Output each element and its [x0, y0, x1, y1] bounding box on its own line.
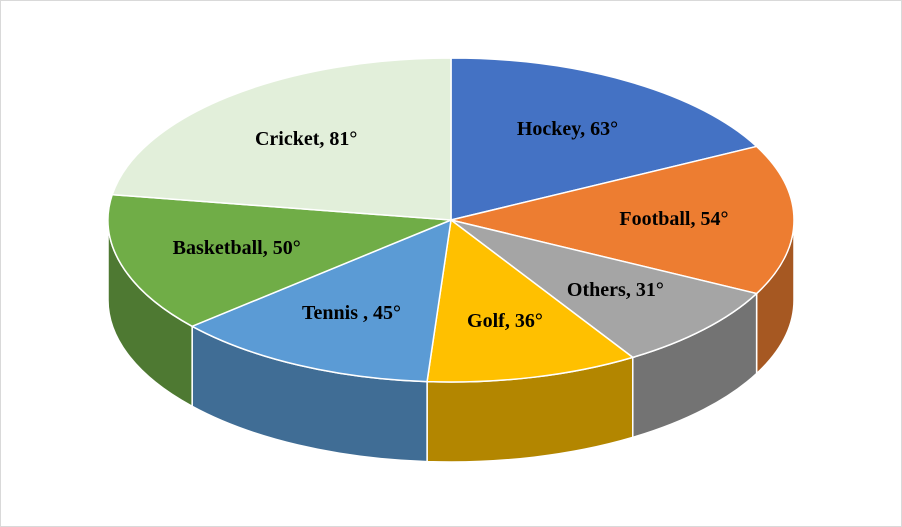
- category-name: Tennis: [302, 302, 363, 324]
- data-label: Basketball, 50°: [173, 237, 301, 259]
- data-label: Tennis , 45°: [302, 302, 401, 324]
- value-label: 54°: [701, 208, 729, 230]
- category-name: Golf: [467, 310, 505, 332]
- value-label: 45°: [373, 302, 401, 324]
- value-label: 63°: [590, 118, 618, 140]
- data-labels: Hockey, 63° Football, 54° Others, 31° Golf,…: [173, 118, 729, 332]
- pie-slice: [450, 219, 759, 359]
- category-name: Others: [567, 279, 626, 301]
- label-separator: ,: [263, 237, 273, 259]
- data-label: Hockey, 63°: [517, 118, 618, 140]
- data-label: Others, 31°: [567, 279, 664, 301]
- label-separator: ,: [626, 279, 636, 301]
- label-separator: ,: [691, 208, 701, 230]
- pie-slice: [190, 218, 452, 383]
- data-label: Golf, 36°: [467, 310, 543, 332]
- pie-slice: [107, 193, 452, 328]
- data-label: Cricket, 81°: [255, 128, 357, 150]
- value-label: 81°: [329, 128, 357, 150]
- label-separator: ,: [319, 128, 329, 150]
- label-separator: ,: [363, 302, 373, 324]
- category-name: Hockey: [517, 118, 581, 140]
- value-label: 36°: [515, 310, 543, 332]
- value-label: 31°: [636, 279, 664, 301]
- label-separator: ,: [580, 118, 590, 140]
- category-name: Football: [619, 208, 691, 230]
- pie-slice: [450, 145, 795, 295]
- pie-slice: [111, 57, 452, 221]
- pie-slice: [450, 57, 759, 221]
- pie-tops: [107, 57, 795, 383]
- category-name: Basketball: [173, 237, 263, 259]
- pie-sides: [107, 219, 795, 463]
- label-separator: ,: [505, 310, 515, 332]
- category-name: Cricket: [255, 128, 320, 150]
- pie-slice: [426, 218, 635, 383]
- data-label: Football, 54°: [619, 208, 728, 230]
- value-label: 50°: [273, 237, 301, 259]
